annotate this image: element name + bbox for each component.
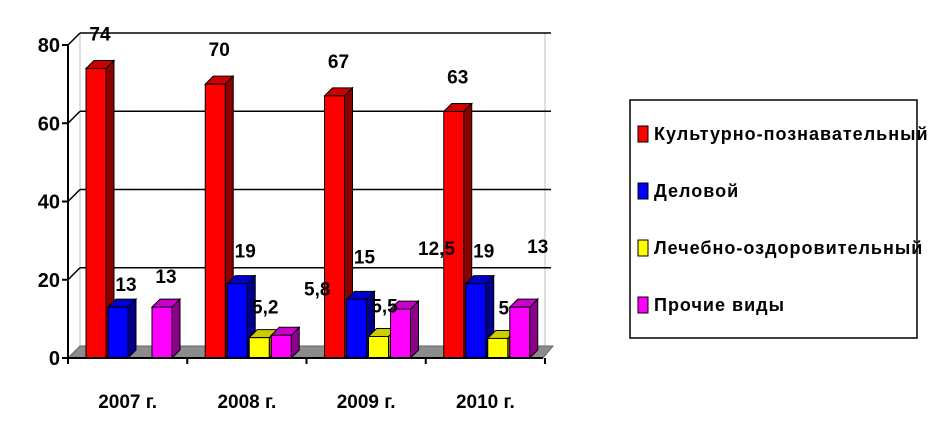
y-tick-label-40: 40: [38, 192, 60, 214]
x-tick-label-0: 2007 г.: [98, 392, 157, 413]
y-tick-label-60: 60: [38, 113, 60, 135]
legend-swatch-0: [637, 125, 649, 143]
bar-side-0-1: [127, 297, 137, 360]
data-label-3-1: 19: [473, 242, 494, 263]
x-tick-label-1: 2008 г.: [217, 392, 276, 413]
bar-3-1: [465, 283, 487, 359]
gridline-diag-80: [67, 32, 81, 46]
bar-2-2: [368, 335, 389, 359]
data-label-3-3: 13: [527, 237, 548, 258]
data-label-3-2: 5: [498, 298, 509, 319]
legend-box: [629, 99, 918, 339]
data-label-2-3: 12,5: [418, 239, 455, 260]
y-tick-label-0: 0: [49, 348, 60, 370]
gridline-diag-20: [67, 267, 81, 281]
data-label-2-0: 67: [328, 52, 349, 73]
legend-label-0: Культурно-познавательный: [654, 124, 929, 144]
x-tick-label-2: 2009 г.: [337, 392, 396, 413]
data-label-1-0: 70: [209, 40, 230, 61]
bar-1-2: [248, 337, 270, 359]
bar-1-3: [270, 334, 292, 359]
bar-0-1: [107, 306, 129, 359]
bar-2-1: [346, 298, 367, 359]
legend-label-3: Прочие виды: [654, 295, 785, 315]
data-label-0-0: 74: [89, 24, 111, 45]
data-label-0-3: 13: [155, 267, 176, 288]
bar-2-0: [324, 95, 345, 359]
gridline-diag-60: [67, 110, 81, 124]
data-label-2-1: 15: [354, 247, 376, 268]
bar-3-2: [487, 337, 509, 359]
legend-label-1: Деловой: [654, 181, 739, 201]
x-tick-label-3: 2010 г.: [456, 392, 515, 413]
legend-swatch-1: [637, 182, 649, 200]
data-label-1-1: 19: [235, 242, 256, 263]
bar-3-0: [443, 111, 465, 359]
data-label-3-0: 63: [447, 68, 468, 89]
data-label-1-3: 5,8: [304, 279, 330, 300]
axes: 0 20 40 60 80 2007 г. 2008 г. 2009 г. 2010 г.: [38, 35, 546, 413]
gridline-diag-40: [67, 188, 81, 203]
y-tick-label-20: 20: [38, 270, 60, 292]
bars: [84, 59, 539, 360]
legend-label-2: Лечебно-оздоровительный: [654, 238, 923, 258]
data-label-0-1: 13: [115, 275, 136, 296]
bar-side-3-3: [529, 297, 539, 360]
bar-3-3: [509, 306, 531, 359]
bar-0-3: [151, 306, 173, 359]
data-label-1-2: 5,2: [252, 298, 278, 319]
gridlines: [67, 32, 551, 281]
bar-side-2-3: [410, 299, 419, 360]
bar-0-0: [85, 67, 107, 359]
data-label-2-2: 5,5: [371, 296, 398, 317]
data-labels: 74 13 13 70 19 5,2 5,8 67 15 5,5 12,5 63 19 5 13: [89, 24, 548, 319]
bar-1-1: [226, 283, 248, 359]
legend-swatch-2: [637, 239, 649, 257]
bar-1-0: [204, 83, 226, 359]
legend-swatch-3: [637, 296, 649, 314]
bar-side-0-3: [171, 297, 181, 360]
legend: Культурно-познавательный Деловой Лечебно-о…: [629, 99, 929, 339]
y-tick-label-80: 80: [38, 35, 60, 57]
